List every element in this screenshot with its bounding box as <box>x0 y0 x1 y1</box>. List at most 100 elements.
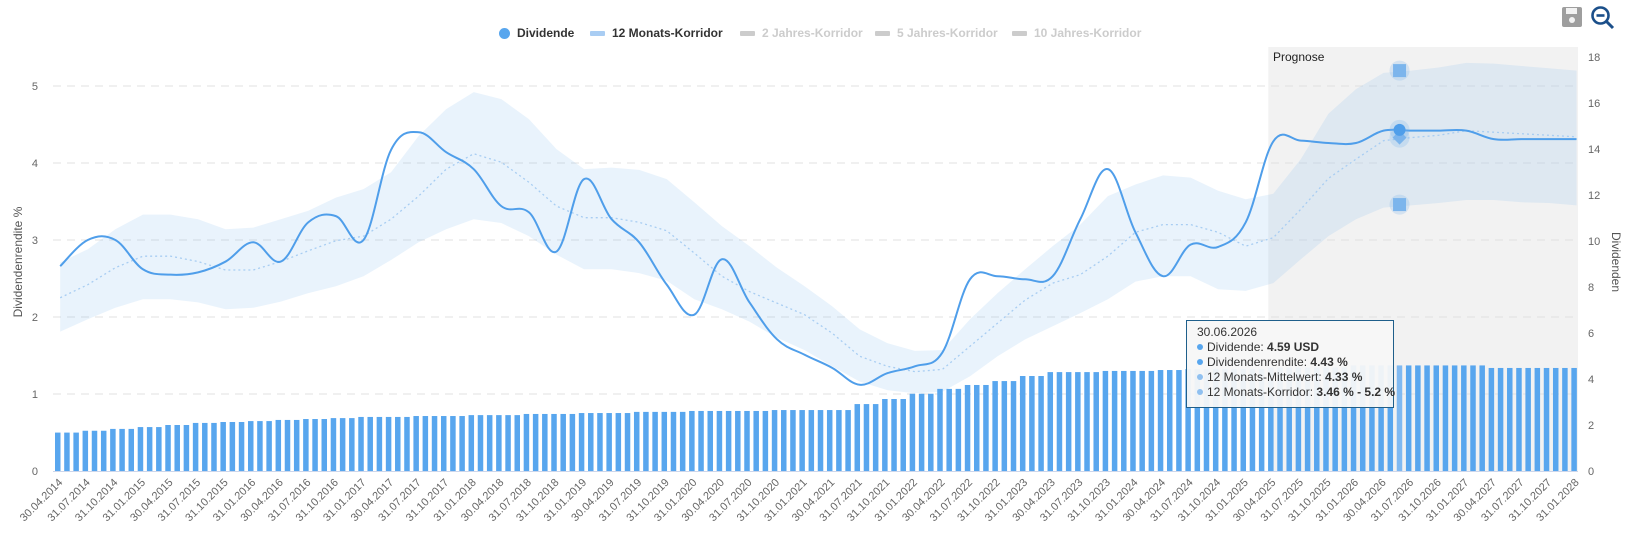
dividend-bar[interactable] <box>82 430 89 471</box>
dividend-bar[interactable] <box>339 418 346 471</box>
dividend-bar[interactable] <box>257 421 263 471</box>
dividend-bar[interactable] <box>1231 369 1237 471</box>
dividend-bar[interactable] <box>1332 367 1338 472</box>
dividend-bar[interactable] <box>505 415 511 471</box>
dividend-bar[interactable] <box>100 430 107 471</box>
dividend-bar[interactable] <box>1424 365 1430 471</box>
dividend-bar[interactable] <box>110 428 116 471</box>
dividend-bar[interactable] <box>716 410 723 471</box>
yield-path[interactable] <box>59 128 1577 386</box>
dividend-bar[interactable] <box>1130 370 1136 471</box>
dividend-bar[interactable] <box>937 388 943 471</box>
dividend-bar[interactable] <box>156 427 162 471</box>
yield-line[interactable] <box>59 128 1577 386</box>
dividend-bar[interactable] <box>303 419 309 471</box>
dividend-bar[interactable] <box>321 419 328 471</box>
dividend-bar[interactable] <box>1323 367 1329 472</box>
dividend-bar[interactable] <box>900 399 906 471</box>
dividend-bar[interactable] <box>174 425 180 471</box>
dividend-bar[interactable] <box>275 419 282 471</box>
dividend-bar[interactable] <box>1176 370 1182 471</box>
dividend-bar[interactable] <box>1268 367 1274 472</box>
dividend-bar[interactable] <box>643 411 649 471</box>
dividend-bar[interactable] <box>73 432 79 471</box>
dividend-bar[interactable] <box>192 422 199 471</box>
dividend-bar[interactable] <box>1019 376 1026 471</box>
dividend-bar[interactable] <box>284 419 291 471</box>
dividend-bar[interactable] <box>633 411 640 471</box>
dividend-bar[interactable] <box>1001 381 1008 471</box>
dividend-bar[interactable] <box>1341 367 1348 472</box>
dividend-bar[interactable] <box>670 411 677 471</box>
dividend-bar[interactable] <box>1451 365 1458 471</box>
dividend-bar[interactable] <box>376 416 383 471</box>
dividend-bar[interactable] <box>1562 367 1568 471</box>
legend-item-10-jahres-korridor[interactable]: 10 Jahres-Korridor <box>1012 26 1141 40</box>
dividend-bar[interactable] <box>183 425 190 471</box>
dividend-bar[interactable] <box>1286 367 1292 472</box>
dividend-bar[interactable] <box>1359 365 1366 471</box>
legend-item-12-monats-korridor[interactable]: 12 Monats-Korridor <box>590 26 723 40</box>
dividend-bar[interactable] <box>725 410 732 471</box>
dividend-bar[interactable] <box>624 413 631 471</box>
dividend-bar[interactable] <box>1387 365 1394 471</box>
dividend-bar[interactable] <box>1038 376 1044 471</box>
dividend-bar[interactable] <box>652 411 658 471</box>
dividend-bar[interactable] <box>1166 370 1173 471</box>
dividend-bar[interactable] <box>1222 369 1228 471</box>
dividend-bar[interactable] <box>1461 365 1467 471</box>
dividend-bar[interactable] <box>1102 370 1109 471</box>
legend-item-dividende[interactable]: Dividende <box>499 26 574 40</box>
dividend-bar[interactable] <box>1075 372 1081 471</box>
dividend-bar[interactable] <box>468 415 475 471</box>
dividend-bar[interactable] <box>128 428 135 471</box>
dividend-bar[interactable] <box>1194 369 1201 471</box>
dividend-bar[interactable] <box>1157 370 1164 471</box>
dividend-bar[interactable] <box>1525 367 1531 471</box>
dividend-bar[interactable] <box>137 427 144 471</box>
dividend-bar[interactable] <box>615 413 622 471</box>
dividend-bar[interactable] <box>735 410 741 471</box>
dividend-bar[interactable] <box>496 415 502 471</box>
dividend-bar[interactable] <box>955 388 962 471</box>
dividend-bar[interactable] <box>928 393 934 471</box>
dividend-bar[interactable] <box>799 410 805 471</box>
dividend-bar[interactable] <box>1405 365 1412 471</box>
dividend-bar[interactable] <box>330 418 337 471</box>
dividend-bar[interactable] <box>744 410 750 471</box>
dividend-bar[interactable] <box>293 419 300 471</box>
dividend-bar[interactable] <box>459 416 465 471</box>
dividend-bar[interactable] <box>689 410 695 471</box>
dividend-bar[interactable] <box>1442 365 1449 471</box>
dividend-bar[interactable] <box>1497 367 1504 471</box>
dividend-bar[interactable] <box>872 404 879 471</box>
dividend-bar[interactable] <box>146 427 153 471</box>
dividend-bar[interactable] <box>1185 369 1191 471</box>
dividend-bar[interactable] <box>542 413 548 471</box>
dividend-bar[interactable] <box>817 410 824 471</box>
dividend-bar[interactable] <box>1543 367 1550 471</box>
dividend-bar[interactable] <box>1295 367 1302 472</box>
dividend-bar[interactable] <box>707 410 713 471</box>
dividend-bar[interactable] <box>1516 367 1522 471</box>
dividend-bar[interactable] <box>560 413 566 471</box>
dividend-bar[interactable] <box>1304 367 1311 472</box>
dividend-bar[interactable] <box>1093 372 1099 471</box>
dividend-bar[interactable] <box>486 415 493 471</box>
dividend-bar[interactable] <box>762 410 769 471</box>
dividend-bar[interactable] <box>1369 365 1375 471</box>
legend-item-5-jahres-korridor[interactable]: 5 Jahres-Korridor <box>875 26 998 40</box>
dividend-bar[interactable] <box>514 415 521 471</box>
dividend-bar[interactable] <box>1396 365 1403 471</box>
dividend-bar[interactable] <box>918 393 925 471</box>
dividend-bar[interactable] <box>165 425 171 471</box>
dividend-bar[interactable] <box>891 399 897 471</box>
dividend-bar[interactable] <box>974 384 980 471</box>
dividend-bar[interactable] <box>1139 370 1145 471</box>
dividend-bar[interactable] <box>882 399 888 471</box>
dividend-bar[interactable] <box>477 415 484 471</box>
dividend-bar[interactable] <box>1277 367 1283 472</box>
dividend-bar[interactable] <box>202 422 208 471</box>
dividend-bar[interactable] <box>588 413 594 471</box>
dividend-bar[interactable] <box>1249 369 1256 471</box>
